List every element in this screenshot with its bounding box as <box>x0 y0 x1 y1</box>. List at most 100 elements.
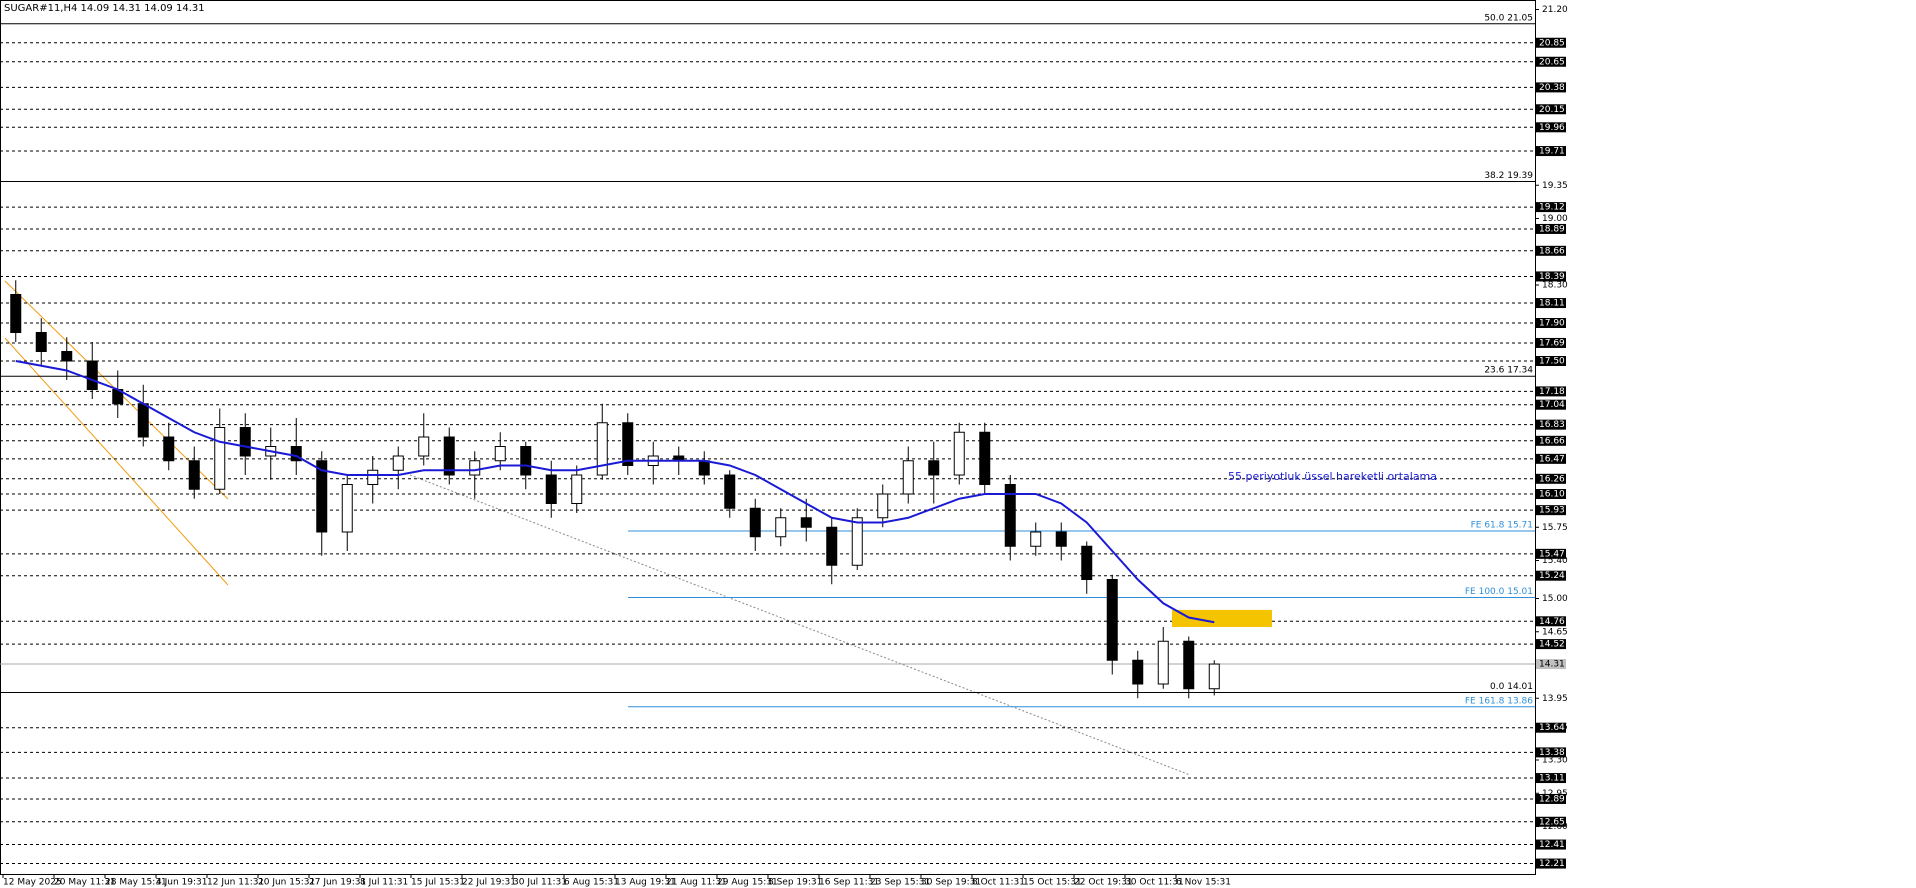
chart-title: SUGAR#11,H4 14.09 14.31 14.09 14.31 <box>4 3 205 14</box>
level-label: 19.96 <box>1539 123 1565 133</box>
level-label-box <box>1536 337 1566 348</box>
ema-line <box>15 360 1215 624</box>
zone <box>1172 609 1272 627</box>
candle-body <box>469 460 481 476</box>
level-label-box <box>1536 82 1566 93</box>
level-label: 18.11 <box>1539 299 1565 309</box>
x-tick-label: 12 May 2025 <box>3 878 62 888</box>
candle-body <box>1183 640 1195 690</box>
x-tick-label: 30 Jul 11:31 <box>513 878 567 888</box>
level-label-box <box>1536 773 1566 784</box>
candle-body <box>953 431 965 476</box>
candle-body <box>61 351 73 362</box>
x-tick-label: 16 Sep 11:31 <box>819 878 879 888</box>
channel-line <box>4 337 229 586</box>
candle-body <box>877 493 889 519</box>
candle-body <box>392 455 404 471</box>
level-label: 17.90 <box>1539 319 1565 329</box>
candle-body <box>1157 640 1169 685</box>
level-label-box <box>1536 816 1566 827</box>
level-label-box <box>1536 37 1566 48</box>
x-tick-label: 8 Oct 11:31 <box>972 878 1025 888</box>
x-tick-label: 21 Aug 11:31 <box>666 878 727 888</box>
x-tick-label: 13 Aug 19:31 <box>615 878 676 888</box>
candle-body <box>545 474 557 504</box>
level-label: 16.47 <box>1539 454 1565 464</box>
x-tick-label: 15 Oct 15:31 <box>1023 878 1082 888</box>
x-tick-label: 30 Sep 19:31 <box>921 878 981 888</box>
candle-body <box>214 427 226 490</box>
x-tick-label: 15 Jul 15:31 <box>411 878 465 888</box>
y-tick-label: 21.20 <box>1542 5 1568 15</box>
current-price-label: 14.31 <box>1539 660 1565 670</box>
level-label-box <box>1536 548 1566 559</box>
candle-body <box>979 431 991 485</box>
fe-label: FE 61.8 15.71 <box>1471 521 1533 531</box>
level-label-box <box>1536 56 1566 67</box>
candle-body <box>1208 663 1220 690</box>
level-label-box <box>1536 356 1566 366</box>
y-tick-label: 14.65 <box>1542 627 1568 637</box>
candle-body <box>698 460 710 476</box>
candle-body <box>418 436 430 457</box>
fib-label: 38.2 19.39 <box>1484 171 1533 181</box>
fe-label: FE 161.8 13.86 <box>1465 696 1533 706</box>
candle-body <box>239 427 251 457</box>
candle-body <box>596 422 608 476</box>
candle-body <box>851 517 863 566</box>
fe-label: FE 100.0 15.01 <box>1465 587 1533 597</box>
candle-body <box>1004 484 1016 547</box>
level-label-box <box>1536 399 1566 410</box>
level-label-box <box>1536 793 1566 804</box>
level-label-box <box>1536 202 1566 213</box>
candle-body <box>928 460 940 476</box>
level-label: 14.52 <box>1539 640 1565 650</box>
x-tick-label: 23 Sep 15:31 <box>870 878 930 888</box>
candle-body <box>86 360 98 390</box>
candle-body <box>749 507 761 538</box>
level-label-box <box>1536 435 1566 446</box>
x-tick-label: 12 Jun 11:31 <box>207 878 264 888</box>
level-label: 17.04 <box>1539 400 1565 410</box>
candle-body <box>1081 545 1093 580</box>
level-label: 12.21 <box>1539 859 1565 869</box>
fib-label: 50.0 21.05 <box>1484 13 1533 23</box>
y-tick-label: 15.00 <box>1542 594 1568 604</box>
level-label: 17.50 <box>1539 357 1565 367</box>
level-label-box <box>1536 747 1566 758</box>
level-label: 15.24 <box>1539 571 1565 581</box>
y-tick-label: 15.75 <box>1542 523 1568 533</box>
y-tick-label: 18.30 <box>1542 281 1568 291</box>
level-label-box <box>1536 122 1566 133</box>
level-label-box <box>1536 839 1566 850</box>
level-label-box <box>1536 722 1566 733</box>
candle-body <box>290 446 302 462</box>
x-tick-label: 20 May 11:31 <box>54 878 116 888</box>
level-label: 18.39 <box>1539 272 1565 282</box>
level-label: 15.93 <box>1539 506 1565 516</box>
annotation: 55 periyotluk üssel hareketli ortalama <box>1228 470 1437 483</box>
level-label-box <box>1536 639 1566 650</box>
level-label: 13.38 <box>1539 748 1565 758</box>
level-label-box <box>1536 146 1566 157</box>
level-label: 12.41 <box>1539 840 1565 850</box>
candle-body <box>800 517 812 528</box>
level-label-box <box>1536 505 1566 516</box>
x-tick-label: 30 Oct 11:31 <box>1125 878 1184 888</box>
candle-body <box>494 446 506 462</box>
candle-body <box>1132 659 1144 685</box>
candle-body <box>724 474 736 509</box>
level-label: 17.18 <box>1539 387 1565 397</box>
level-label: 16.10 <box>1539 490 1565 500</box>
candle-body <box>571 474 583 504</box>
level-label-box <box>1536 570 1566 581</box>
level-label: 17.69 <box>1539 338 1565 348</box>
level-label-box <box>1536 271 1566 282</box>
candle-body <box>622 422 634 466</box>
x-tick-label: 22 Jul 19:31 <box>462 878 516 888</box>
level-label: 18.89 <box>1539 224 1565 234</box>
y-tick-label: 12.60 <box>1542 822 1568 832</box>
x-tick-label: 6 Nov 15:31 <box>1176 878 1231 888</box>
candle-body <box>1106 579 1118 661</box>
